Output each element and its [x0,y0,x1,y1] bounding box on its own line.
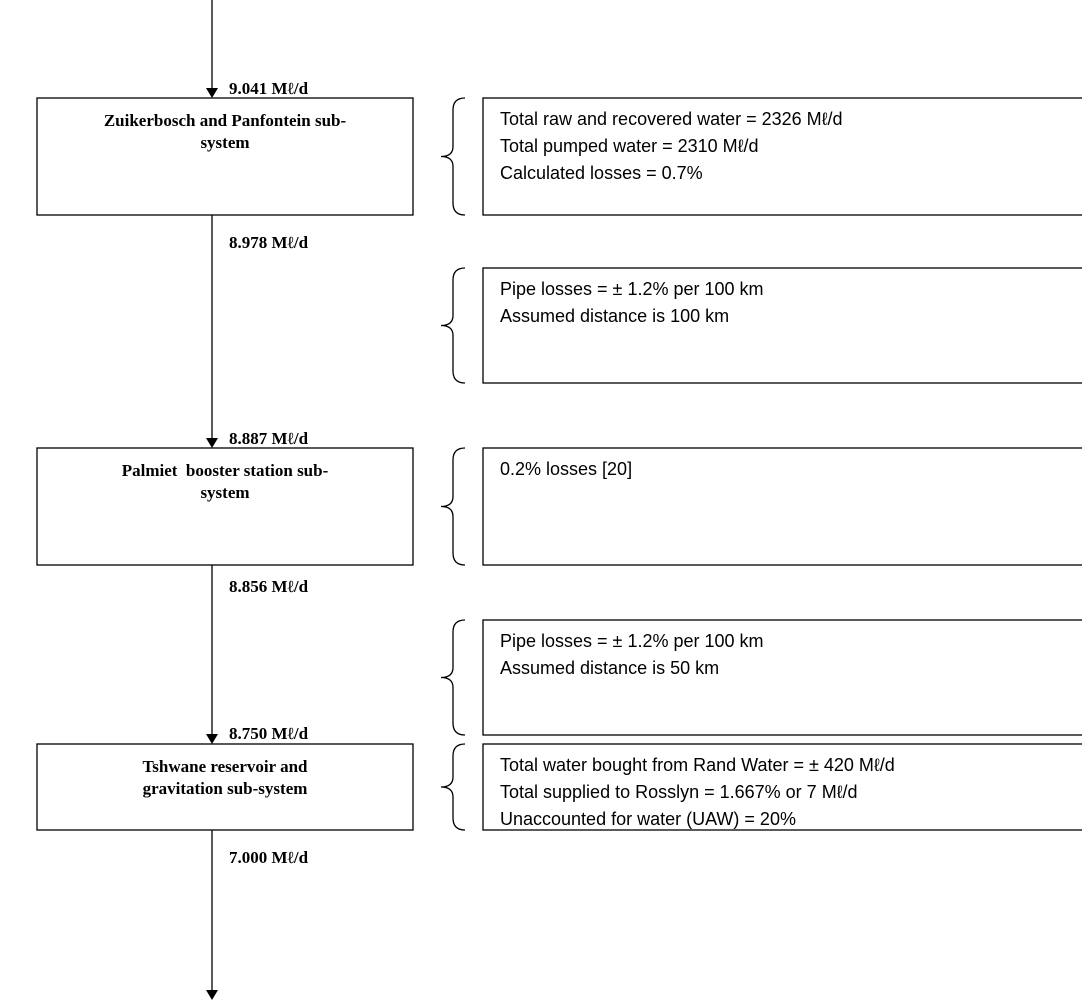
arrowhead [206,438,218,448]
subsystem-box [36,447,414,566]
note-text: Total pumped water = 2310 Mℓ/d [500,136,758,156]
flow-label: 8.978 Mℓ/d [229,233,309,252]
note-text: Total water bought from Rand Water = ± 4… [500,755,895,775]
note-text: Total supplied to Rosslyn = 1.667% or 7 … [500,782,858,802]
subsystem-label: system [200,483,249,502]
subsystem-box [36,743,414,831]
subsystem-label: Tshwane reservoir and [143,757,309,776]
note-box [482,97,1082,216]
note-box [482,619,1082,736]
note-text: Calculated losses = 0.7% [500,163,703,183]
note-text: Unaccounted for water (UAW) = 20% [500,809,796,829]
subsystem-label: Zuikerbosch and Panfontein sub- [104,111,347,130]
note-text: Pipe losses = ± 1.2% per 100 km [500,631,764,651]
arrowhead [206,734,218,744]
note-text: Assumed distance is 100 km [500,306,729,326]
brace [440,447,466,566]
flow-label: 9.041 Mℓ/d [229,79,309,98]
flow-label: 8.887 Mℓ/d [229,429,309,448]
flow-label: 7.000 Mℓ/d [229,848,309,867]
brace [440,619,466,736]
flow-label: 8.856 Mℓ/d [229,577,309,596]
note-text: Pipe losses = ± 1.2% per 100 km [500,279,764,299]
arrowhead [206,88,218,98]
note-box [482,447,1082,566]
arrowhead [206,990,218,1000]
note-box [482,743,1082,831]
note-text: Total raw and recovered water = 2326 Mℓ/… [500,109,843,129]
subsystem-box [36,97,414,216]
flow-label: 8.750 Mℓ/d [229,724,309,743]
note-text: Assumed distance is 50 km [500,658,719,678]
note-text: 0.2% losses [20] [500,459,632,479]
subsystem-label: system [200,133,249,152]
brace [440,743,466,831]
note-box [482,267,1082,384]
brace [440,267,466,384]
brace [440,97,466,216]
subsystem-label: gravitation sub-system [143,779,308,798]
subsystem-label: Palmiet booster station sub- [122,461,329,480]
